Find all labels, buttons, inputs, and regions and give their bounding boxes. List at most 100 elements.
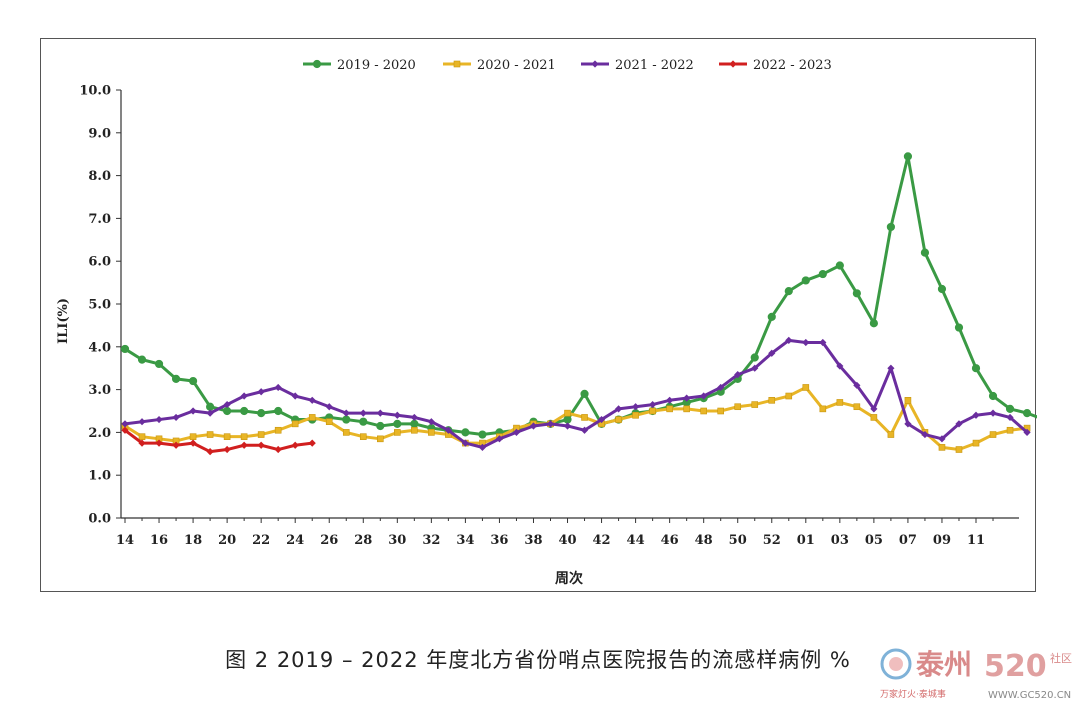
y-tick-label: 2.0	[88, 426, 111, 441]
data-point	[444, 426, 452, 434]
data-point	[734, 403, 742, 411]
x-tick-label: 38	[524, 533, 542, 548]
series-line	[123, 385, 1029, 452]
data-point	[852, 289, 861, 298]
data-point	[223, 433, 231, 440]
data-point	[700, 392, 708, 400]
watermark-circle-icon	[880, 648, 912, 680]
data-point	[342, 429, 350, 436]
data-point	[1006, 413, 1014, 422]
x-tick-label: 40	[558, 533, 576, 548]
x-tick-label: 32	[422, 533, 440, 548]
data-point	[393, 411, 401, 419]
data-point	[785, 336, 793, 344]
data-point	[1022, 409, 1032, 418]
data-point	[155, 415, 163, 424]
data-point	[240, 406, 249, 416]
data-point	[512, 428, 521, 436]
data-point	[410, 413, 418, 422]
x-tick-label: 09	[933, 533, 951, 548]
y-tick-label: 3.0	[88, 383, 111, 398]
data-point	[172, 441, 180, 449]
data-point	[154, 359, 164, 369]
data-point	[206, 402, 215, 411]
data-point	[189, 433, 197, 440]
data-point	[734, 371, 742, 379]
legend-item: 2020 - 2021	[443, 58, 556, 73]
x-tick-label: 46	[661, 533, 679, 548]
data-point	[155, 439, 163, 447]
data-point	[971, 364, 981, 373]
legend-item: 2021 - 2022	[581, 58, 694, 73]
chart-frame: 2019 - 2020 2020 - 2021 2021 - 2022 2022 - …	[40, 38, 1037, 592]
data-point	[580, 389, 589, 398]
data-point	[478, 443, 487, 451]
watermark-url: WWW.GC520.CN	[988, 690, 1071, 701]
data-point	[802, 338, 810, 347]
data-point	[920, 248, 930, 257]
data-point	[188, 376, 198, 386]
data-point	[767, 312, 776, 321]
data-point	[904, 420, 912, 428]
data-point	[938, 435, 946, 443]
data-point	[138, 439, 146, 447]
watermark-slogan: 万家灯火·泰城事	[880, 688, 946, 700]
x-tick-label: 34	[456, 533, 474, 548]
data-point	[206, 431, 214, 438]
data-point	[171, 374, 181, 383]
data-point	[581, 414, 588, 421]
data-point	[988, 391, 998, 401]
legend-label: 2021 - 2022	[615, 58, 694, 73]
data-point	[801, 276, 810, 285]
data-point	[989, 431, 997, 438]
x-tick-label: 26	[320, 533, 338, 548]
data-point	[580, 426, 589, 434]
data-point	[274, 406, 283, 416]
legend-marker	[453, 60, 461, 68]
y-tick-label: 6.0	[88, 255, 111, 270]
data-point	[972, 439, 980, 447]
data-point	[495, 435, 504, 443]
data-point	[325, 403, 333, 411]
chart-legend: 2019 - 2020 2020 - 2021 2021 - 2022 2022 - …	[303, 58, 832, 73]
data-point	[121, 420, 129, 428]
data-point	[632, 403, 640, 411]
data-point	[376, 421, 385, 431]
y-tick-label: 0.0	[88, 512, 111, 527]
data-point	[138, 418, 146, 426]
x-tick-label: 28	[354, 533, 372, 548]
data-point	[359, 417, 368, 426]
legend-label: 2020 - 2021	[477, 58, 556, 73]
data-point	[819, 338, 827, 347]
data-point	[887, 364, 895, 372]
data-point	[189, 439, 197, 447]
y-tick-label: 7.0	[88, 212, 111, 227]
x-tick-label: 48	[695, 533, 713, 548]
data-point	[189, 407, 197, 415]
data-point	[138, 433, 146, 440]
data-point	[615, 416, 622, 423]
data-point	[649, 400, 657, 409]
x-tick-label: 30	[388, 533, 406, 548]
data-point	[955, 420, 963, 428]
data-point	[223, 400, 231, 409]
x-tick-label: 07	[899, 533, 917, 548]
data-point	[819, 405, 827, 413]
data-point	[1005, 404, 1015, 413]
data-point	[257, 441, 265, 449]
watermark-number: 520	[984, 649, 1047, 684]
y-tick-label: 9.0	[88, 126, 111, 141]
data-point	[240, 433, 248, 440]
data-point	[886, 222, 896, 232]
x-tick-label: 05	[865, 533, 883, 548]
legend-marker	[591, 60, 599, 68]
data-point	[683, 394, 691, 402]
data-point	[887, 431, 895, 438]
legend-label: 2019 - 2020	[337, 58, 416, 73]
data-point	[904, 396, 912, 404]
data-point	[461, 439, 469, 447]
legend-item: 2022 - 2023	[719, 58, 832, 73]
data-point	[954, 323, 964, 332]
data-point	[137, 355, 147, 364]
x-tick-label: 50	[729, 533, 747, 548]
